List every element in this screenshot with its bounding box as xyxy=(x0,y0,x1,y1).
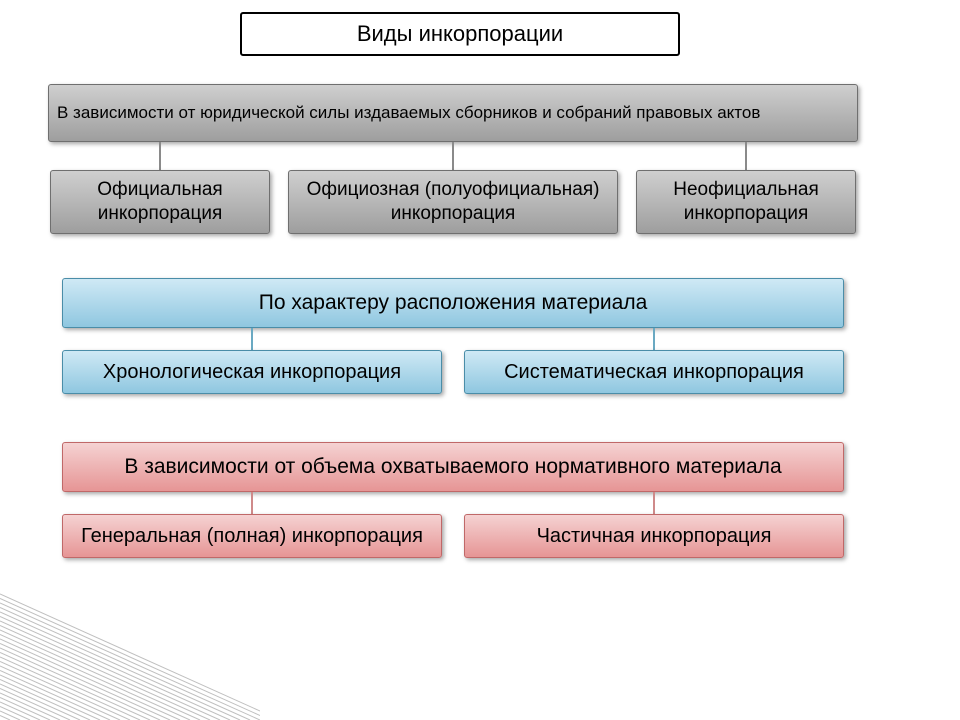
connector xyxy=(159,142,161,170)
group1-child: Неофициальная инкорпорация xyxy=(636,170,856,234)
group1-child-text: Официальная инкорпорация xyxy=(59,178,261,226)
connector xyxy=(452,142,454,170)
group3-child: Генеральная (полная) инкорпорация xyxy=(62,514,442,558)
group1-child-text: Неофициальная инкорпорация xyxy=(645,178,847,226)
connector xyxy=(653,492,655,514)
group1-header-text: В зависимости от юридической силы издава… xyxy=(57,102,760,123)
group3-child-text: Генеральная (полная) инкорпорация xyxy=(81,524,423,549)
group3-header-text: В зависимости от объема охватываемого но… xyxy=(124,454,781,480)
connector xyxy=(745,142,747,170)
group2-child-text: Систематическая инкорпорация xyxy=(504,360,804,385)
group3-child: Частичная инкорпорация xyxy=(464,514,844,558)
group2-child-text: Хронологическая инкорпорация xyxy=(103,360,401,385)
group2-child: Хронологическая инкорпорация xyxy=(62,350,442,394)
group2-header-text: По характеру расположения материала xyxy=(259,290,648,316)
group1-child: Официозная (полуофициальная) инкорпораци… xyxy=(288,170,618,234)
corner-hatching-icon xyxy=(0,590,260,720)
connector xyxy=(251,328,253,350)
group2-child: Систематическая инкорпорация xyxy=(464,350,844,394)
group3-header: В зависимости от объема охватываемого но… xyxy=(62,442,844,492)
group3-child-text: Частичная инкорпорация xyxy=(537,524,772,549)
title-text: Виды инкорпорации xyxy=(357,20,563,48)
group2-header: По характеру расположения материала xyxy=(62,278,844,328)
connector xyxy=(653,328,655,350)
group1-child-text: Официозная (полуофициальная) инкорпораци… xyxy=(297,178,609,226)
group1-child: Официальная инкорпорация xyxy=(50,170,270,234)
group1-header: В зависимости от юридической силы издава… xyxy=(48,84,858,142)
connector xyxy=(251,492,253,514)
title-box: Виды инкорпорации xyxy=(240,12,680,56)
diagram-canvas: Виды инкорпорации В зависимости от юриди… xyxy=(0,0,960,720)
